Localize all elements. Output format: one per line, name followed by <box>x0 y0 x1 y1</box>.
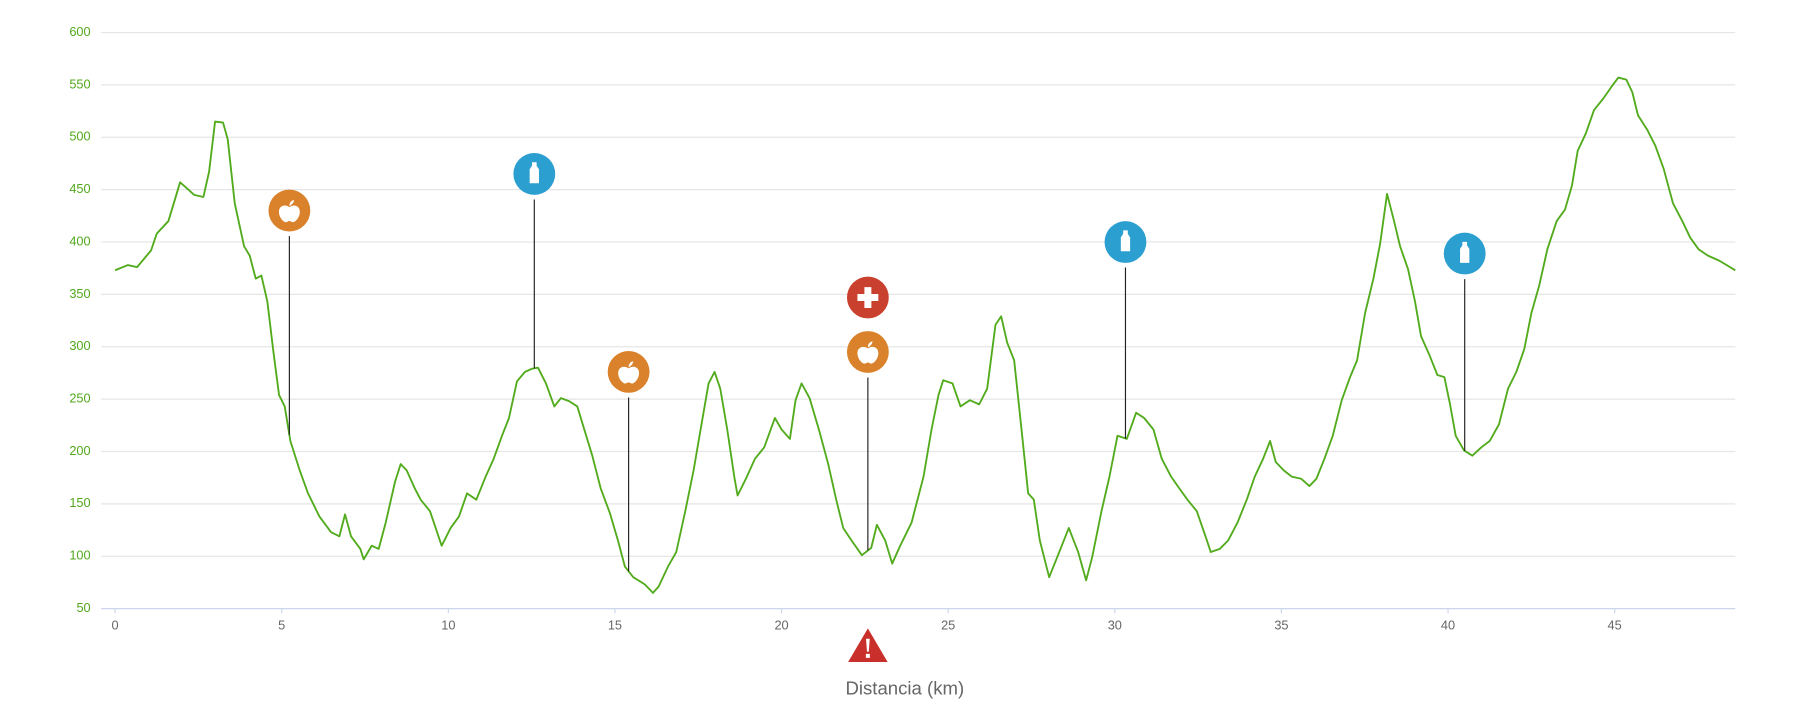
marker <box>846 331 889 551</box>
bottle-icon <box>529 162 539 184</box>
y-tick-label: 100 <box>69 548 90 563</box>
y-tick-label: 450 <box>69 181 90 196</box>
bottle-icon <box>1460 241 1470 263</box>
y-tick-label: 400 <box>69 233 90 248</box>
cross-icon <box>857 287 879 308</box>
y-tick-label: 200 <box>69 443 90 458</box>
bottle-icon <box>1120 230 1131 252</box>
x-tick-label: 30 <box>1108 618 1122 633</box>
marker <box>1443 232 1486 451</box>
marker <box>513 153 556 369</box>
x-axis-title: Distancia (km) <box>845 678 964 699</box>
x-tick-label: 10 <box>441 618 455 633</box>
x-tick-label: 25 <box>941 618 955 633</box>
x-tick-label: 45 <box>1608 618 1622 633</box>
y-tick-label: 600 <box>69 24 90 39</box>
x-tick-label: 15 <box>608 618 622 633</box>
y-tick-label: 250 <box>69 390 90 405</box>
apple-icon <box>618 361 640 384</box>
alert-bang <box>865 638 870 658</box>
x-tick-label: 20 <box>774 618 788 633</box>
x-tick-label: 5 <box>278 618 285 633</box>
x-tick-label: 0 <box>112 618 119 633</box>
x-tick-label: 35 <box>1274 618 1288 633</box>
alert-icon <box>848 628 888 663</box>
marker <box>268 189 311 435</box>
y-tick-label: 350 <box>69 286 90 301</box>
marker <box>1104 221 1147 439</box>
x-tick-label: 40 <box>1441 618 1455 633</box>
apple-icon <box>857 341 879 364</box>
apple-icon <box>278 200 300 223</box>
y-tick-label: 550 <box>69 76 90 91</box>
y-tick-label: 50 <box>76 600 90 615</box>
y-tick-label: 150 <box>69 495 90 510</box>
y-tick-label: 300 <box>69 338 90 353</box>
marker <box>846 276 889 319</box>
marker <box>607 350 650 572</box>
elevation-line <box>114 76 1736 594</box>
y-tick-label: 500 <box>69 129 90 144</box>
